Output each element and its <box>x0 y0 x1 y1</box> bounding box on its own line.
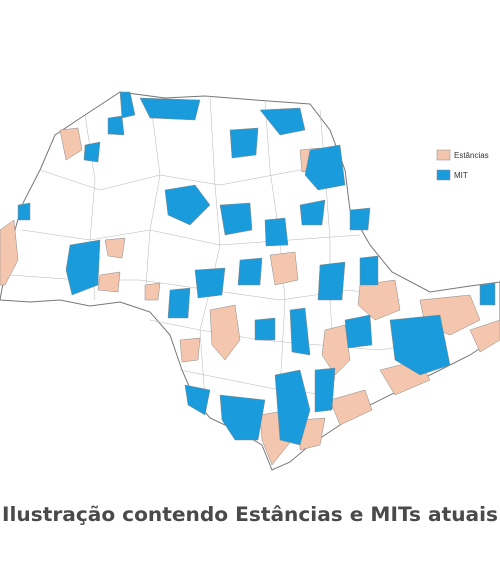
legend-swatch-mit <box>436 169 451 181</box>
legend-label: Estâncias <box>454 151 489 160</box>
caption: Ilustração contendo Estâncias e MITs atu… <box>2 503 498 526</box>
legend: Estâncias MIT <box>436 149 489 181</box>
legend-swatch-estancias <box>436 149 451 161</box>
state-map <box>0 91 500 471</box>
legend-label: MIT <box>454 171 468 180</box>
mit-areas <box>17 91 496 446</box>
estancias-areas <box>0 127 500 466</box>
